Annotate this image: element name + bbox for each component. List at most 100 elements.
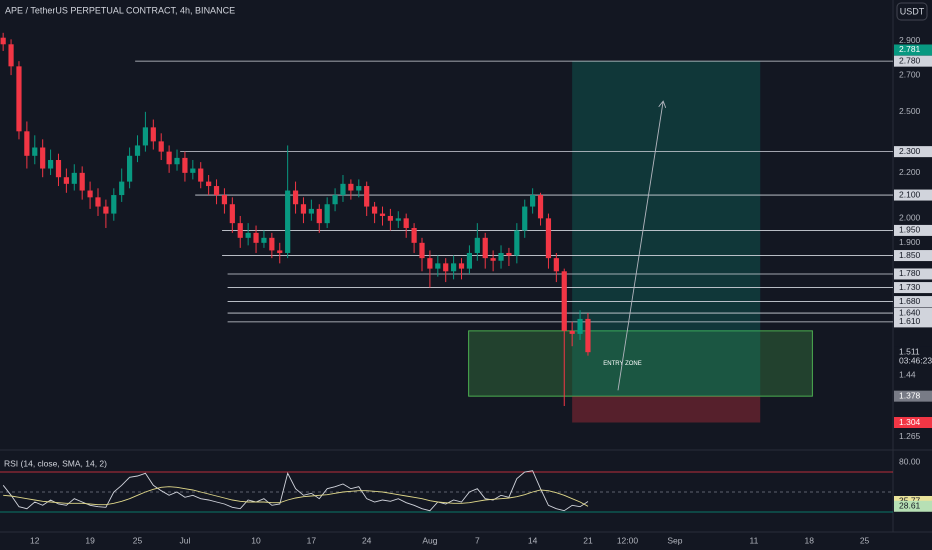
candle-body (269, 237, 275, 251)
candle-body (537, 195, 544, 219)
candle-body (134, 145, 141, 156)
price-line-label-box (894, 268, 932, 280)
candle-body (379, 213, 386, 216)
x-tick-label: 10 (251, 535, 261, 545)
candle-body (577, 318, 583, 334)
candle-body (585, 318, 591, 353)
candle-body (387, 215, 393, 221)
last-price-box (894, 346, 932, 368)
x-tick-label: Jul (179, 535, 190, 545)
candle-body (530, 195, 536, 207)
x-tick-label: Sep (667, 535, 682, 545)
x-tick-label: 25 (860, 535, 870, 545)
x-tick-label: 11 (749, 535, 758, 545)
candle-body (403, 218, 409, 228)
candle-body (47, 160, 54, 169)
price-line-label-box (894, 296, 932, 308)
target-label: 2.781 (899, 44, 921, 54)
candle-body (103, 206, 109, 214)
x-tick-label: 24 (362, 535, 372, 545)
rsi-value-label: 28.61 (899, 501, 921, 511)
y-tick-label: 2.700 (899, 69, 921, 79)
price-line-label: 1.950 (899, 225, 921, 235)
candle-body (87, 190, 93, 198)
candle-body (40, 147, 46, 169)
candle-body (292, 190, 299, 205)
candle-body (79, 172, 85, 191)
symbol-title: APE / TetherUS PERPETUAL CONTRACT, 4h, B… (5, 5, 235, 15)
price-line-label: 2.300 (899, 146, 921, 156)
price-line-label-box (894, 55, 932, 67)
candle-body (213, 186, 220, 196)
x-tick-label: 19 (85, 535, 95, 545)
entry-zone (468, 330, 813, 397)
currency-button[interactable] (896, 2, 928, 21)
candle-body (545, 218, 552, 259)
candle-body (190, 168, 196, 173)
candle-body (395, 218, 401, 221)
candle-body (356, 186, 362, 191)
candle-body (119, 181, 125, 196)
candle-body (221, 195, 228, 205)
plot-layer: 2.900 2.700 2.500 2.300 2.200 2.100 2.000 1.900… (0, 32, 932, 545)
x-tick-label: 7 (475, 535, 480, 545)
candle-body (482, 237, 488, 259)
stop-zone (572, 396, 761, 423)
rsi-value-box (894, 500, 932, 512)
stop-label-box (894, 417, 932, 429)
price-line-label-box (894, 189, 932, 201)
price-line-label: 1.850 (899, 250, 921, 260)
y-tick-label: 2.200 (899, 167, 921, 177)
y-tick-label: 2.900 (899, 35, 921, 45)
rsi-value-label: 35.77 (899, 496, 921, 506)
candle-body (506, 252, 512, 256)
candle-body (569, 330, 575, 334)
candle-body (514, 230, 520, 256)
price-line-label: 1.680 (899, 296, 921, 306)
candle-body (458, 263, 465, 269)
candle-body (427, 258, 433, 269)
candle-body (237, 223, 243, 238)
x-tick-label: 14 (528, 535, 538, 545)
candle-body (150, 127, 156, 142)
currency-button-label[interactable]: USDT (900, 6, 925, 16)
candle-body (142, 127, 149, 146)
candle-body (316, 208, 322, 224)
candle-body (498, 252, 504, 261)
candle-body (166, 151, 172, 165)
candle-body (174, 157, 180, 165)
y-tick-label: 2.000 (899, 213, 921, 223)
candle-body (285, 190, 291, 253)
candle-body (111, 195, 117, 214)
price-line-label: 1.780 (899, 268, 921, 278)
y-tick-label: 1.900 (899, 237, 921, 247)
x-tick-label: 25 (133, 535, 143, 545)
candle-body (474, 237, 480, 253)
x-tick-label: 21 (583, 535, 593, 545)
candle-body (206, 181, 212, 187)
price-line-label-box (894, 250, 932, 262)
price-line-label: 1.640 (899, 307, 921, 317)
candle-body (229, 204, 235, 224)
trend-arrow (617, 102, 663, 391)
candle-body (364, 186, 370, 207)
rsi-y-tick-label: 80.00 (899, 456, 921, 466)
candle-body (332, 195, 338, 205)
candle-body (324, 204, 330, 224)
candle-body (371, 206, 378, 214)
candle-body (8, 44, 14, 67)
candle-body (277, 250, 283, 253)
y-tick-label: 2.500 (899, 106, 921, 116)
target-zone (572, 60, 761, 397)
candle-body (71, 172, 77, 184)
candle-body (308, 208, 314, 214)
candle-body (435, 263, 441, 269)
candle-body (32, 147, 38, 156)
y-tick-label: 1.265 (899, 431, 921, 441)
price-line-label: 2.100 (899, 189, 921, 199)
price-line-label-box (894, 307, 932, 319)
candle-body (561, 271, 567, 331)
y-tick-label: 1.44 (899, 369, 916, 379)
candle-body (55, 160, 62, 178)
